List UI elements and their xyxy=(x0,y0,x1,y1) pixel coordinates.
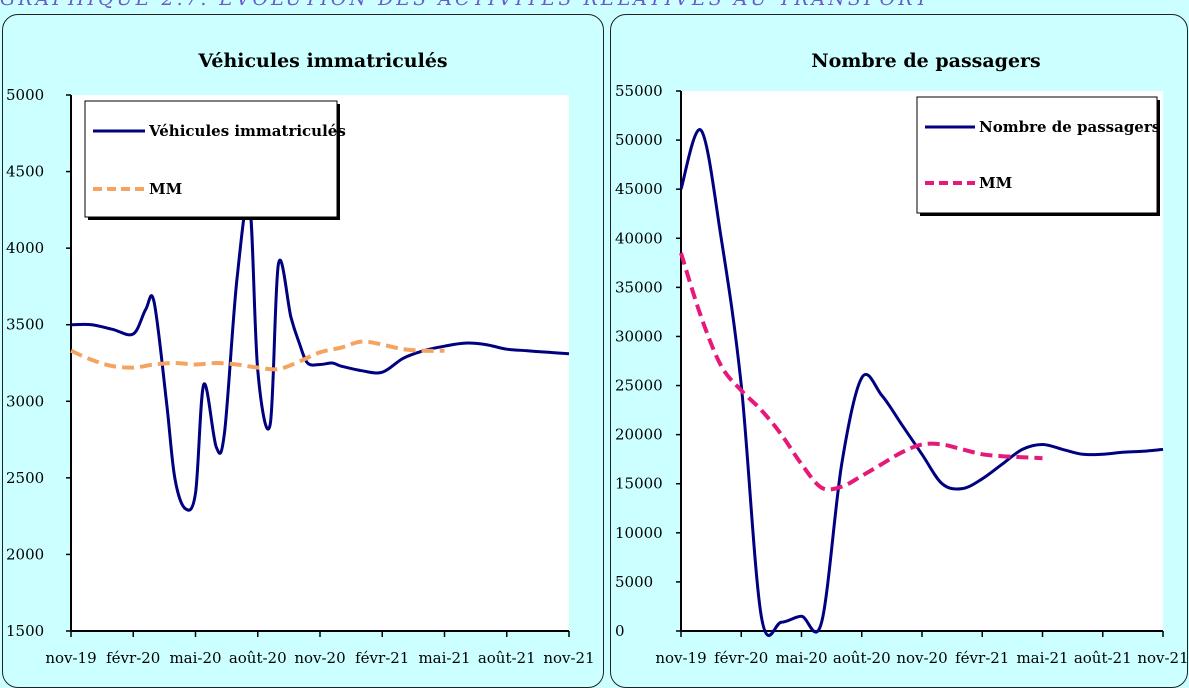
y-tick-label: 40000 xyxy=(615,229,663,247)
x-tick-label: févr-20 xyxy=(714,649,768,667)
x-tick-label: août-20 xyxy=(833,649,891,667)
series-line-main xyxy=(70,198,570,512)
chart-panel-vehicules: Véhicules immatriculés 1500 2000 2500 3000 35… xyxy=(2,14,604,688)
y-tick-label: 3500 xyxy=(6,316,44,334)
x-tick-label: nov-21 xyxy=(1137,649,1187,667)
legend-label: MM xyxy=(979,174,1012,192)
x-tick-label: févr-21 xyxy=(955,649,1009,667)
y-tick-label: 4000 xyxy=(6,239,44,257)
chart-vehicules: Véhicules immatriculés 1500 2000 2500 3000 35… xyxy=(6,50,595,667)
x-tick-label: mai-21 xyxy=(1016,649,1068,667)
chart-panel-passagers: Nombre de passagers 0 5000 10000 15000 20000 2… xyxy=(610,14,1188,688)
y-tick-label: 30000 xyxy=(615,327,663,345)
x-tick-label: mai-21 xyxy=(418,649,470,667)
y-tick-label: 4500 xyxy=(6,163,44,181)
x-tick-label: août-20 xyxy=(229,649,287,667)
legend-label: Nombre de passagers xyxy=(979,118,1160,136)
y-tick-label: 5000 xyxy=(6,86,44,104)
x-tick-label: févr-21 xyxy=(355,649,409,667)
y-tick-label: 45000 xyxy=(615,180,663,198)
x-tick-label: nov-19 xyxy=(655,649,706,667)
x-tick-label: août-21 xyxy=(478,649,536,667)
x-tick-label: févr-20 xyxy=(106,649,160,667)
y-tick-label: 35000 xyxy=(615,278,663,296)
chart-title: Véhicules immatriculés xyxy=(197,50,447,72)
x-tick-label: mai-20 xyxy=(775,649,827,667)
y-tick-label: 55000 xyxy=(615,82,663,100)
legend: Véhicules immatriculés MM xyxy=(84,100,346,220)
series-line-mm xyxy=(70,339,445,372)
y-tick-label: 2500 xyxy=(6,469,44,487)
y-tick-label: 10000 xyxy=(615,524,663,542)
x-tick-label: nov-20 xyxy=(896,649,947,667)
y-tick-label: 50000 xyxy=(615,131,663,149)
x-tick-label: mai-20 xyxy=(169,649,221,667)
y-tick-label: 2000 xyxy=(6,545,44,563)
y-tick-label: 5000 xyxy=(615,573,653,591)
y-tick-label: 20000 xyxy=(615,426,663,444)
x-tick-label: nov-20 xyxy=(294,649,345,667)
legend: Nombre de passagers MM xyxy=(916,96,1160,216)
legend-label: Véhicules immatriculés xyxy=(148,122,346,140)
legend-label: MM xyxy=(149,180,182,198)
y-tick-label: 15000 xyxy=(615,475,663,493)
x-tick-label: août-21 xyxy=(1074,649,1132,667)
chart-title: Nombre de passagers xyxy=(811,50,1041,72)
x-tick-label: nov-19 xyxy=(45,649,96,667)
chart-passagers: Nombre de passagers 0 5000 10000 15000 20000 2… xyxy=(615,50,1187,667)
x-tick-label: nov-21 xyxy=(543,649,594,667)
figure-header: GRAPHIQUE 2.7: EVOLUTION DES ACTIVITES R… xyxy=(0,0,1189,10)
y-tick-label: 25000 xyxy=(615,377,663,395)
series-line-main xyxy=(679,128,1164,637)
y-tick-label: 1500 xyxy=(6,622,44,640)
series-line-mm xyxy=(679,252,1043,492)
y-tick-label: 0 xyxy=(615,622,625,640)
y-tick-label: 3000 xyxy=(6,392,44,410)
